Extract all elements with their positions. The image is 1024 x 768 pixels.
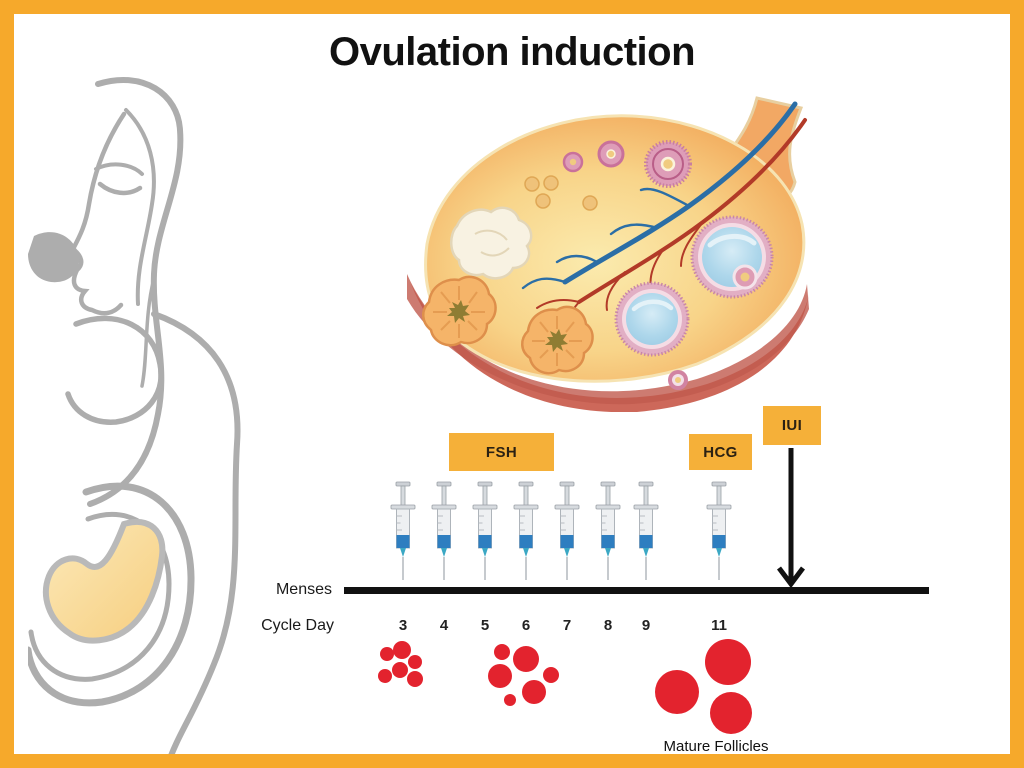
ovary-cross-section-illustration [407, 96, 809, 412]
iui-arrow [777, 448, 805, 588]
cycle-day-6: 6 [521, 617, 531, 634]
cycle-day-4: 4 [439, 617, 449, 634]
fsh-label-box: FSH [449, 433, 554, 471]
timeline-axis [344, 587, 929, 594]
hcg-label: HCG [703, 443, 738, 461]
syringe-icon [633, 481, 659, 581]
cycle-day-8: 8 [603, 617, 613, 634]
mature-follicles-label: Mature Follicles [663, 738, 769, 755]
cycle-day-5: 5 [480, 617, 490, 634]
cycle-day-3: 3 [398, 617, 408, 634]
syringe-icon [390, 481, 416, 581]
hcg-label-box: HCG [689, 434, 752, 470]
cycle-day-7: 7 [562, 617, 572, 634]
cycle-day-9: 9 [641, 617, 651, 634]
follicle-growth-clusters [378, 639, 752, 734]
iui-label: IUI [781, 417, 803, 434]
syringe-icon [472, 481, 498, 581]
syringe-icon [706, 481, 732, 581]
cycle-day-label: Cycle Day [261, 617, 334, 634]
syringe-icon [431, 481, 457, 581]
syringe-icon [513, 481, 539, 581]
syringe-row [390, 481, 732, 581]
fsh-label: FSH [485, 443, 518, 461]
small-follicles-day3 [378, 641, 423, 687]
iui-label-box: IUI [763, 406, 821, 445]
medium-follicles-day5 [488, 644, 559, 706]
mature-follicles-day11 [655, 639, 752, 734]
syringe-icon [554, 481, 580, 581]
woman-silhouette-illustration [28, 77, 241, 754]
syringe-icon [595, 481, 621, 581]
page-title: Ovulation induction [328, 30, 696, 74]
womb-shape [42, 519, 166, 644]
cycle-day-11: 11 [711, 617, 727, 634]
menses-label: Menses [275, 581, 332, 598]
